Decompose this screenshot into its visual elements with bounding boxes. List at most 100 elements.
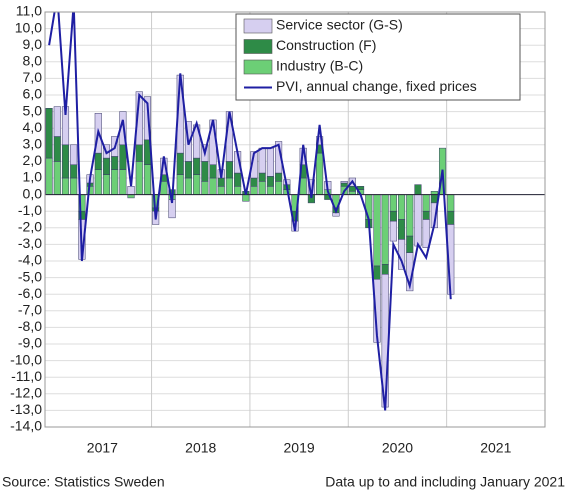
bar bbox=[193, 174, 201, 195]
y-tick-label: 10,0 bbox=[15, 19, 42, 35]
bar bbox=[250, 186, 258, 195]
bar bbox=[119, 144, 127, 170]
y-tick-label: -12,0 bbox=[10, 385, 42, 401]
y-tick-label: 0,0 bbox=[23, 185, 43, 201]
bar bbox=[406, 194, 414, 237]
y-tick-label: -8,0 bbox=[18, 318, 42, 334]
bar bbox=[414, 194, 422, 247]
x-year-label: 2021 bbox=[480, 440, 511, 456]
bar bbox=[102, 157, 111, 175]
plot-area bbox=[45, 12, 545, 411]
bar bbox=[160, 181, 168, 195]
x-year-label: 2017 bbox=[87, 440, 118, 456]
y-tick-label: 5,0 bbox=[23, 102, 43, 118]
bar bbox=[225, 177, 233, 195]
bar bbox=[53, 161, 61, 195]
bar bbox=[389, 210, 397, 222]
bar bbox=[365, 194, 373, 220]
bar bbox=[275, 172, 283, 182]
legend-label: Industry (B-C) bbox=[276, 58, 363, 74]
legend-swatch bbox=[243, 18, 273, 34]
bar bbox=[70, 164, 78, 179]
y-tick-label: -10,0 bbox=[10, 351, 42, 367]
bar bbox=[447, 210, 455, 225]
bar bbox=[422, 210, 430, 220]
y-tick-label: 3,0 bbox=[23, 136, 43, 152]
y-tick-label: -11,0 bbox=[11, 368, 42, 384]
y-tick-label: -6,0 bbox=[18, 285, 42, 301]
bar bbox=[258, 172, 266, 182]
bar bbox=[381, 264, 389, 275]
bar bbox=[217, 186, 225, 195]
bar bbox=[266, 147, 274, 177]
bar bbox=[111, 156, 119, 170]
x-year-label: 2018 bbox=[185, 440, 216, 456]
bar bbox=[61, 177, 70, 195]
y-tick-label: 7,0 bbox=[23, 69, 43, 85]
bar bbox=[348, 186, 356, 192]
bar bbox=[234, 186, 242, 195]
bar bbox=[135, 91, 143, 146]
y-tick-label: -13,0 bbox=[10, 401, 42, 417]
bar bbox=[94, 169, 102, 195]
bar bbox=[193, 157, 201, 175]
bar bbox=[340, 181, 348, 184]
bar bbox=[225, 161, 233, 179]
y-tick-label: 1,0 bbox=[23, 169, 43, 185]
bar bbox=[53, 106, 61, 137]
x-year-label: 2019 bbox=[284, 440, 315, 456]
bar bbox=[266, 176, 274, 187]
legend-swatch bbox=[243, 59, 273, 75]
note: Data up to and including January 2021 bbox=[325, 474, 565, 490]
y-tick-label: 2,0 bbox=[23, 152, 43, 168]
bar bbox=[447, 194, 455, 212]
axes: 11,010,09,08,07,06,05,04,03,02,01,00,0-1… bbox=[10, 3, 512, 456]
bar bbox=[340, 182, 348, 187]
plot-frame bbox=[44, 11, 546, 428]
bar bbox=[373, 265, 381, 280]
line bbox=[48, 12, 452, 411]
bar bbox=[53, 136, 61, 162]
bar bbox=[389, 220, 397, 242]
bar bbox=[70, 144, 78, 165]
bar bbox=[299, 177, 307, 195]
y-tick-label: -5,0 bbox=[18, 268, 42, 284]
bar bbox=[176, 152, 184, 175]
legend-swatch bbox=[243, 39, 273, 54]
bar bbox=[209, 164, 217, 179]
legend-box bbox=[235, 13, 521, 101]
bar bbox=[201, 161, 209, 182]
bar bbox=[176, 174, 184, 195]
bar bbox=[234, 172, 242, 187]
bar bbox=[111, 169, 119, 195]
y-tick-label: 4,0 bbox=[23, 119, 43, 135]
bar bbox=[430, 194, 438, 204]
y-tick-label: -9,0 bbox=[18, 335, 42, 351]
bar bbox=[184, 161, 192, 179]
bar bbox=[135, 161, 143, 195]
bar bbox=[102, 174, 111, 195]
legend-label: Construction (F) bbox=[276, 37, 376, 53]
y-tick-label: -1,0 bbox=[18, 202, 42, 218]
bar bbox=[61, 144, 70, 179]
y-tick-label: 11,0 bbox=[16, 3, 42, 19]
legend-label: Service sector (G-S) bbox=[276, 17, 403, 33]
y-tick-label: -7,0 bbox=[18, 302, 42, 318]
y-tick-label: 9,0 bbox=[23, 36, 43, 52]
bar bbox=[250, 177, 258, 187]
bar bbox=[119, 169, 127, 195]
bar bbox=[398, 219, 406, 240]
bar bbox=[422, 194, 430, 212]
bar bbox=[184, 177, 192, 195]
source: Source: Statistics Sweden bbox=[2, 474, 165, 490]
bar bbox=[70, 177, 78, 195]
legend: Service sector (G-S) Construction (F) Indu… bbox=[235, 13, 521, 101]
bar bbox=[45, 108, 53, 159]
bar bbox=[373, 194, 381, 267]
y-tick-label: 8,0 bbox=[23, 53, 43, 69]
bar bbox=[258, 147, 266, 174]
bar bbox=[127, 186, 135, 195]
bar bbox=[242, 194, 250, 202]
bar bbox=[201, 181, 209, 195]
